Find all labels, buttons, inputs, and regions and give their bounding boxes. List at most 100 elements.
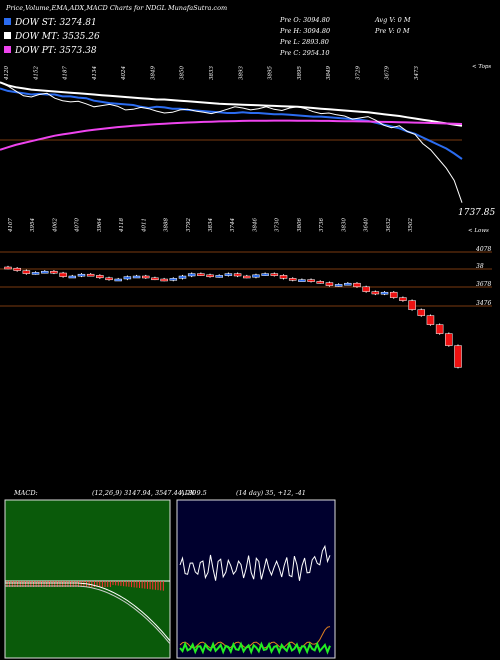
candle-body [233, 273, 242, 277]
candle-body [288, 278, 297, 281]
candle-body [243, 275, 251, 279]
macd-panel [4, 499, 171, 659]
bottom-tick-label: 3806 [297, 218, 303, 232]
candle-body [160, 278, 168, 282]
top-tick-label: 3849 [326, 66, 332, 80]
top-tick-labels: 4120 4152 4187 4134 4024 3849 3850 3833 3893 3895… [4, 66, 420, 81]
candle-body [77, 273, 86, 277]
top-tick-label: 3849 [150, 66, 156, 80]
top-tick-label: 4152 [33, 66, 39, 81]
top-tick-label: 3833 [209, 66, 215, 80]
macd-signal-line [5, 585, 171, 645]
candle-body [31, 272, 40, 275]
legend-swatch-st [4, 18, 11, 25]
bottom-tick-label: 3888 [164, 218, 170, 232]
last-price-label: 1737.85 [458, 208, 495, 218]
bottom-tick-label: 4011 [141, 218, 147, 233]
bottom-tick-label: 4107 [8, 218, 14, 233]
macd-plot [5, 580, 171, 645]
bottom-tick-label: 3846 [252, 218, 258, 232]
bottom-tick-labels: 4107 3954 4062 4070 3964 4118 4011 3888 3792 3834… [8, 218, 414, 233]
legend: DOW ST: 3274.81 DOW MT: 3535.26 DOW PT: … [4, 18, 100, 56]
candle-body [224, 273, 233, 276]
candle-body [325, 282, 334, 286]
bottom-tick-label: 3502 [408, 218, 414, 232]
adx-label: ADX [179, 489, 195, 497]
candlesticks [4, 265, 462, 369]
candle-body [215, 275, 223, 278]
bottom-tick-label: 4118 [119, 218, 125, 233]
candle-body [353, 282, 361, 288]
adx-line [179, 544, 331, 581]
candle-body [389, 291, 398, 298]
series-line-dow-mt [0, 81, 463, 127]
level-label: 3476 [476, 300, 491, 307]
candle-body [4, 266, 12, 270]
candle-body [187, 273, 196, 277]
bottom-tick-label: 3964 [97, 218, 103, 232]
stat-pre-high: Pre H: 3094.80 [279, 27, 330, 35]
price-levels: 4078 38 3678 3476 [0, 246, 492, 307]
top-tick-label: 4120 [4, 66, 10, 81]
candle-body [22, 270, 31, 274]
adx-plot [179, 544, 331, 655]
legend-dow-mt: DOW MT: 3535.26 [14, 32, 100, 42]
candle-body [68, 275, 77, 279]
stat-pre-volume: Pre V: 0 M [374, 27, 410, 35]
candle-body [344, 282, 352, 286]
candle-body [13, 267, 21, 271]
bottom-tick-label: 3730 [275, 218, 281, 232]
series-line-dow-st [0, 87, 463, 160]
candle-body [142, 275, 150, 279]
bottom-tick-label: 3954 [30, 218, 36, 232]
bottom-tick-label: 4062 [52, 218, 58, 233]
candle-body [197, 273, 205, 276]
top-tick-label: 3895 [268, 66, 274, 80]
bottom-tick-label: 4070 [75, 218, 81, 233]
bottom-tick-label: 3744 [230, 218, 236, 232]
candle-body [298, 279, 306, 282]
top-tick-label: 3850 [180, 66, 186, 80]
top-tick-label: 3895 [297, 66, 303, 80]
series-line-dow-pt [0, 119, 463, 151]
candle-body [417, 309, 426, 316]
top-tick-label: 4024 [121, 66, 127, 81]
candle-body [40, 270, 49, 274]
candle-body [252, 274, 260, 278]
candle-body [151, 277, 159, 281]
candle-body [316, 281, 324, 284]
candle-body [50, 270, 58, 274]
legend-swatch-mt [4, 32, 11, 39]
top-tick-label: 3893 [238, 66, 244, 80]
ema-lines [0, 81, 463, 203]
adx-params: (14 day) 35, +12, -41 [236, 489, 306, 497]
candle-body [279, 275, 288, 279]
legend-dow-st: DOW ST: 3274.81 [14, 18, 97, 28]
series-line-close [0, 81, 463, 203]
macd-line [5, 582, 171, 642]
candle-body [169, 278, 178, 281]
candle-body [123, 276, 132, 280]
plus-di-line [179, 641, 331, 655]
chart-title: Price,Volume,EMA,ADX,MACD Charts for NDG… [5, 4, 227, 12]
top-tick-label: 3679 [385, 66, 391, 80]
level-label: 3678 [476, 281, 491, 288]
stat-pre-low: Pre L: 2893.80 [279, 38, 329, 46]
candle-body [362, 286, 370, 292]
bottom-tick-label: 3830 [341, 218, 347, 232]
top-tick-label: 4187 [63, 66, 69, 81]
candle-body [86, 273, 95, 277]
bottom-tick-label: 3834 [208, 218, 214, 232]
bottom-tick-label: 3632 [386, 218, 392, 232]
bottom-tick-label: 3736 [319, 218, 325, 232]
legend-dow-pt: DOW PT: 3573.38 [14, 46, 97, 56]
level-label: 4078 [475, 246, 491, 253]
level-label: 38 [476, 263, 484, 270]
candle-body [178, 275, 187, 279]
candle-body [454, 345, 462, 368]
candle-body [435, 324, 444, 334]
legend-swatch-pt [4, 46, 11, 53]
stat-avg-volume: Avg V: 0 M [374, 16, 411, 24]
lows-label: < Lows [468, 228, 489, 234]
top-tick-label: 3729 [355, 66, 361, 80]
